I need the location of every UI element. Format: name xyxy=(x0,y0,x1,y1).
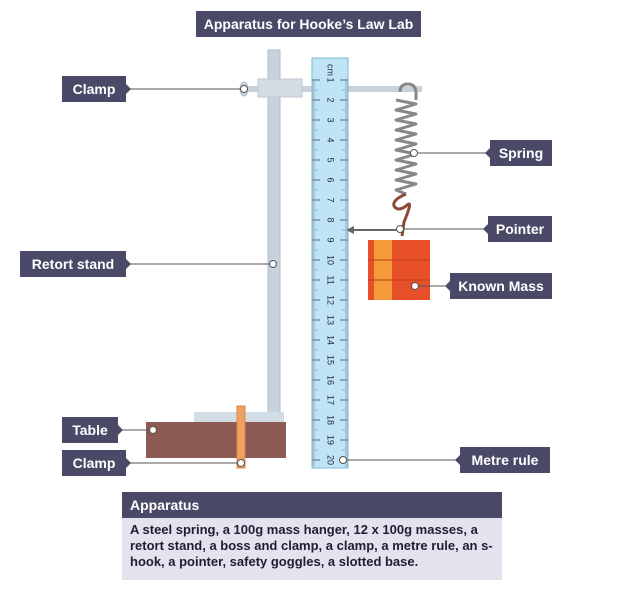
label-clamp-bottom: Clamp xyxy=(62,450,131,476)
ruler-tick-label: 13 xyxy=(326,315,336,325)
ruler-tick-label: 19 xyxy=(326,435,336,445)
ruler-tick-label: 16 xyxy=(326,375,336,385)
ruler-tick-label: 9 xyxy=(326,237,336,242)
label-metre-rule: Metre rule xyxy=(455,447,550,473)
ruler-tick-label: 7 xyxy=(326,197,336,202)
diagram-title: Apparatus for Hooke’s Law Lab xyxy=(196,11,421,37)
spring-hook xyxy=(398,82,418,100)
label-table: Table xyxy=(62,417,123,443)
bottom-clamp-strip xyxy=(236,405,246,469)
ruler-tick-label: 20 xyxy=(326,455,336,465)
ruler-tick-label: 5 xyxy=(326,157,336,162)
ruler-tick-label: 10 xyxy=(326,255,336,265)
retort-stand-rod xyxy=(267,49,281,421)
ruler-tick-label: 18 xyxy=(326,415,336,425)
ruler-tick-label: 3 xyxy=(326,117,336,122)
label-spring: Spring xyxy=(485,140,552,166)
apparatus-text: A steel spring, a 100g mass hanger, 12 x… xyxy=(122,518,502,580)
ruler-tick-label: 4 xyxy=(326,137,336,142)
ruler-tick-label: 6 xyxy=(326,177,336,182)
ruler-tick-label: 15 xyxy=(326,355,336,365)
ruler-tick-label: 17 xyxy=(326,395,336,405)
ruler-tick-label: 12 xyxy=(326,295,336,305)
ruler-tick-label: 14 xyxy=(326,335,336,345)
s-hook xyxy=(392,192,411,237)
label-pointer: Pointer xyxy=(483,216,552,242)
ruler-unit-label: cm xyxy=(326,64,336,76)
label-retort-stand: Retort stand xyxy=(20,251,131,277)
spring-coils xyxy=(394,98,418,196)
table-top xyxy=(146,422,286,458)
apparatus-heading: Apparatus xyxy=(122,492,502,518)
ruler-tick-label: 1 xyxy=(326,77,336,82)
label-known-mass: Known Mass xyxy=(445,273,552,299)
ruler-tick-label: 11 xyxy=(326,275,336,284)
ruler-tick-label: 2 xyxy=(326,97,336,102)
label-clamp-top: Clamp xyxy=(62,76,131,102)
pointer-tip xyxy=(346,226,354,234)
ruler-tick-label: 8 xyxy=(326,217,336,222)
known-mass xyxy=(368,240,430,300)
clamp-boss xyxy=(257,78,303,98)
